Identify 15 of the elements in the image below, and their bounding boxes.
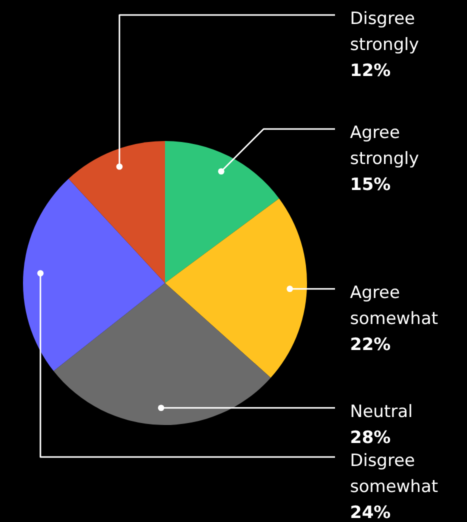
data-label: 22% xyxy=(350,334,391,355)
pie-slice xyxy=(23,178,165,372)
pie-slice xyxy=(68,141,165,283)
slice-label: Agree strongly xyxy=(350,123,419,169)
data-label: 24% xyxy=(350,503,391,522)
slice-label: Disgree strongly xyxy=(350,9,419,55)
data-label: 12% xyxy=(350,61,391,81)
pie-slice xyxy=(165,198,307,378)
slice-label: Disgree somewhat xyxy=(350,451,438,497)
pie-slice xyxy=(165,141,280,283)
data-label: 28% xyxy=(350,428,391,448)
data-label: 15% xyxy=(350,175,391,195)
pie-slice xyxy=(54,283,271,425)
slice-label: Agree somewhat xyxy=(350,282,438,329)
slice-label: Neutral xyxy=(350,402,413,422)
